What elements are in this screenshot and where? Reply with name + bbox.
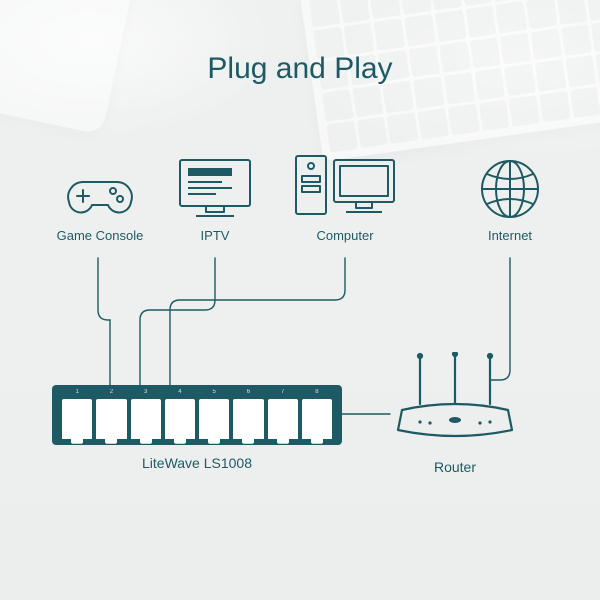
globe-icon <box>479 158 541 220</box>
switch-label: LiteWave LS1008 <box>52 455 342 471</box>
device-label: IPTV <box>175 228 255 243</box>
computer-icon <box>290 150 400 220</box>
router-label: Router <box>390 459 520 475</box>
network-switch: 12345678 LiteWave LS1008 <box>52 385 342 471</box>
device-iptv: IPTV <box>175 148 255 243</box>
game-controller-icon <box>63 170 137 220</box>
device-game-console: Game Console <box>55 148 145 243</box>
router-icon <box>390 352 520 444</box>
device-label: Internet <box>475 228 545 243</box>
page-title: Plug and Play <box>0 52 600 86</box>
tv-icon <box>176 156 254 220</box>
device-label: Computer <box>290 228 400 243</box>
router: Router <box>390 352 520 475</box>
device-label: Game Console <box>55 228 145 243</box>
device-row: Game Console IPTV <box>0 148 600 268</box>
device-internet: Internet <box>475 148 545 243</box>
diagram-canvas: Plug and Play Game Console <box>0 0 600 600</box>
device-computer: Computer <box>290 148 400 243</box>
